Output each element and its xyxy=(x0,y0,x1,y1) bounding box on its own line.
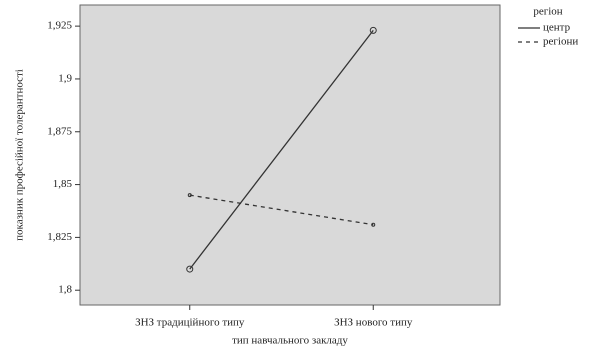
legend-label: регіони xyxy=(543,36,578,48)
x-tick-label: ЗНЗ традиційного типу xyxy=(135,317,245,329)
point-marker xyxy=(186,265,194,273)
y-tick-label: 1,8 xyxy=(58,284,72,296)
series-line xyxy=(189,194,374,226)
x-axis-label: тип навчального закладу xyxy=(232,335,348,347)
series-line xyxy=(189,29,374,270)
y-tick-label: 1,925 xyxy=(47,20,72,32)
x-tick-label: ЗНЗ нового типу xyxy=(334,317,413,329)
plot-area xyxy=(79,4,501,306)
point-marker xyxy=(369,26,377,34)
legend-label: центр xyxy=(543,22,571,34)
legend-title: регіон xyxy=(533,6,562,18)
y-tick-label: 1,85 xyxy=(53,178,73,190)
point-marker xyxy=(187,193,192,198)
y-tick-label: 1,825 xyxy=(47,231,72,243)
y-tick-label: 1,9 xyxy=(58,72,72,84)
y-tick-label: 1,875 xyxy=(47,125,72,137)
y-axis-label: показник професійної толерантності xyxy=(14,69,26,241)
point-marker xyxy=(371,222,376,227)
